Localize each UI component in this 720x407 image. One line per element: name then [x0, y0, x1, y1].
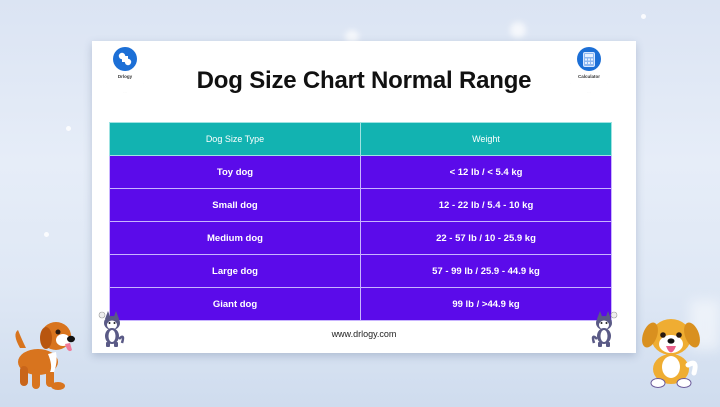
size-type-cell: Medium dog	[109, 221, 361, 255]
weight-cell: 57 - 99 lb / 25.9 - 44.9 kg	[360, 254, 612, 288]
weight-cell: 12 - 22 lb / 5.4 - 10 kg	[360, 188, 612, 222]
calculator-badge[interactable]: Calculator	[570, 43, 608, 93]
table-row: Small dog 12 - 22 lb / 5.4 - 10 kg	[109, 188, 612, 222]
size-type-cell: Toy dog	[109, 155, 361, 189]
page-title: Dog Size Chart Normal Range	[196, 67, 532, 94]
calculator-badge-label: Calculator	[577, 74, 600, 79]
weight-cell: < 12 lb / < 5.4 kg	[360, 155, 612, 189]
table-row: Giant dog 99 lb / >44.9 kg	[109, 287, 612, 321]
drlogy-logo-icon	[113, 47, 137, 71]
background-glow	[44, 232, 49, 237]
column-header-weight: Weight	[360, 122, 612, 156]
weight-cell: 22 - 57 lb / 10 - 25.9 kg	[360, 221, 612, 255]
table-row: Large dog 57 - 99 lb / 25.9 - 44.9 kg	[109, 254, 612, 288]
calculator-icon	[577, 47, 601, 71]
column-header-size-type: Dog Size Type	[109, 122, 361, 156]
weight-cell: 99 lb / >44.9 kg	[360, 287, 612, 321]
background-glow	[66, 126, 71, 131]
size-type-cell: Small dog	[109, 188, 361, 222]
table-row: Medium dog 22 - 57 lb / 10 - 25.9 kg	[109, 221, 612, 255]
table-row: Toy dog < 12 lb / < 5.4 kg	[109, 155, 612, 189]
footer-url[interactable]: www.drlogy.com	[331, 329, 397, 339]
size-type-cell: Large dog	[109, 254, 361, 288]
size-type-cell: Giant dog	[109, 287, 361, 321]
brown-puppy-icon	[15, 322, 75, 390]
dog-size-table: Dog Size Type Weight Toy dog < 12 lb / <…	[109, 122, 612, 321]
table-header-row: Dog Size Type Weight	[109, 122, 612, 156]
background-glow	[510, 22, 526, 38]
background-glow	[641, 14, 646, 19]
drlogy-badge-label: Drlogy	[117, 74, 133, 79]
yellow-puppy-icon	[642, 319, 700, 388]
drlogy-badge[interactable]: Drlogy	[106, 43, 144, 93]
husky-icon	[98, 311, 125, 347]
husky-icon	[591, 311, 618, 347]
background-glow	[345, 30, 359, 44]
dog-size-chart-card: Drlogy Dog Size Chart Normal Range Calcu…	[92, 41, 636, 353]
